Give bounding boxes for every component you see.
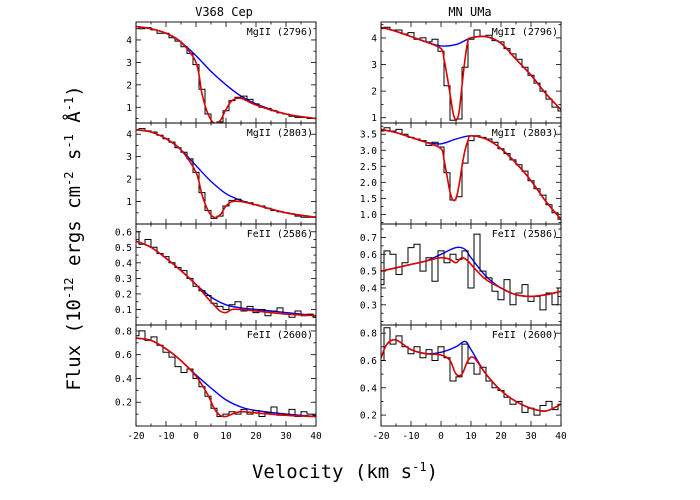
panel-series — [381, 26, 561, 122]
x-tick-label: -20 — [372, 431, 389, 442]
panel-4: 1 2 3 4 MgII (2796) — [371, 21, 562, 124]
model-fit-line — [136, 337, 316, 418]
intrinsic-profile-line — [136, 25, 316, 120]
y-tick-label: 0.2 — [115, 398, 132, 409]
panel-series — [381, 233, 561, 311]
panel-series — [136, 231, 316, 318]
y-tick-label: 0.6 — [115, 350, 132, 361]
column-title-left: V368 Cep — [195, 5, 253, 19]
y-tick-label: 3.5 — [360, 130, 377, 141]
x-tick-label: 20 — [495, 431, 507, 442]
x-tick-label: 40 — [555, 431, 567, 442]
model-fit-line — [136, 25, 316, 123]
panel-5: 1.0 1.5 2.0 2.5 3.0 3.5 MgII (2803) — [360, 122, 562, 225]
y-tick-label: 0.4 — [115, 258, 132, 269]
panel-2: 0.1 0.2 0.3 0.4 0.5 0.6 FeII (2586) — [115, 223, 317, 326]
y-tick-label: 4 — [126, 35, 132, 46]
y-tick-label: 0.6 — [360, 250, 377, 261]
y-axis-title: Flux (10-12 ergs cm-2 s-1 Å-1) — [62, 85, 85, 390]
panel-frame — [135, 324, 317, 427]
y-tick-label: 0.4 — [115, 374, 132, 385]
panel-line-label: MgII (2803) — [247, 128, 313, 139]
x-tick-label: -10 — [402, 431, 419, 442]
panel-line-label: FeII (2600) — [492, 330, 558, 341]
y-tick-label: 0.6 — [115, 227, 132, 238]
model-fit-line — [381, 26, 561, 122]
y-tick-label: 3 — [126, 58, 132, 69]
observed-spectrum-line — [381, 26, 561, 121]
model-fit-line — [381, 338, 561, 412]
panel-line-label: FeII (2600) — [247, 330, 313, 341]
panel-line-label: FeII (2586) — [247, 229, 313, 240]
y-tick-label: 0.3 — [115, 274, 132, 285]
y-tick-label: 2 — [371, 87, 377, 98]
y-tick-label: 3 — [371, 60, 377, 71]
y-tick-label: 2.5 — [360, 162, 377, 173]
y-tick-label: 4 — [371, 33, 377, 44]
x-tick-label: 10 — [465, 431, 477, 442]
column-title-right: MN UMa — [448, 5, 491, 19]
y-tick-label: 1 — [126, 197, 132, 208]
model-fit-line — [381, 128, 561, 220]
y-tick-label: 0.2 — [360, 411, 377, 422]
x-tick-label: -20 — [127, 431, 144, 442]
y-tick-label: 0.2 — [115, 289, 132, 300]
model-fit-line — [136, 128, 316, 219]
x-tick-label: 40 — [310, 431, 322, 442]
y-tick-label: 0.8 — [115, 326, 132, 337]
model-fit-line — [381, 256, 561, 298]
panel-series — [381, 127, 561, 220]
y-tick-label: 0.1 — [115, 305, 132, 316]
panel-7: 0.2 0.4 0.6 0.8 -20 -10 0 10 20 30 40 FeII (2600) — [360, 324, 567, 442]
observed-spectrum-line — [381, 127, 561, 220]
observed-spectrum-line — [381, 233, 561, 311]
model-fit-line — [136, 240, 316, 317]
y-tick-label: 2.0 — [360, 178, 377, 189]
x-tick-label: 0 — [438, 431, 444, 442]
intrinsic-profile-line — [136, 240, 316, 317]
x-tick-label: 0 — [193, 431, 199, 442]
panel-6: 0.3 0.4 0.5 0.6 0.7 FeII (2586) — [360, 223, 562, 326]
x-tick-label: -10 — [157, 431, 174, 442]
panel-0: 1 2 3 4 MgII (2796) — [126, 21, 317, 124]
x-tick-label: 20 — [250, 431, 262, 442]
panel-line-label: MgII (2796) — [247, 27, 313, 38]
y-tick-label: 3.0 — [360, 146, 377, 157]
y-tick-label: 0.7 — [360, 233, 377, 244]
panel-line-label: FeII (2586) — [492, 229, 558, 240]
y-tick-label: 3 — [126, 152, 132, 163]
panel-line-label: MgII (2803) — [492, 128, 558, 139]
panel-frame — [380, 324, 562, 427]
y-tick-label: 0.5 — [115, 243, 132, 254]
x-tick-label: 30 — [280, 431, 292, 442]
y-tick-label: 2 — [126, 80, 132, 91]
y-tick-label: 1.5 — [360, 194, 377, 205]
intrinsic-profile-line — [381, 128, 561, 220]
panel-3: 0.2 0.4 0.6 0.8 -20 -10 0 10 20 30 40 FeII (2600) — [115, 324, 322, 442]
panel-series — [136, 128, 316, 219]
y-tick-label: 1 — [371, 113, 377, 124]
x-tick-label: 30 — [525, 431, 537, 442]
y-tick-label: 0.5 — [360, 267, 377, 278]
x-axis-title: Velocity (km s-1) — [252, 460, 438, 483]
y-tick-label: 0.4 — [360, 283, 377, 294]
y-tick-label: 0.8 — [360, 329, 377, 340]
intrinsic-profile-line — [136, 129, 316, 218]
panel-series — [136, 25, 316, 123]
y-tick-label: 4 — [126, 130, 132, 141]
y-tick-label: 0.3 — [360, 300, 377, 311]
y-tick-label: 1 — [126, 103, 132, 114]
panel-series — [136, 330, 316, 418]
y-tick-label: 1.0 — [360, 210, 377, 221]
panel-line-label: MgII (2796) — [492, 27, 558, 38]
x-tick-label: 10 — [220, 431, 232, 442]
panel-1: 1 2 3 4 MgII (2803) — [126, 122, 317, 225]
y-tick-label: 2 — [126, 175, 132, 186]
panel-series — [381, 327, 561, 416]
y-tick-label: 0.6 — [360, 356, 377, 367]
observed-spectrum-line — [136, 330, 316, 417]
y-tick-label: 0.4 — [360, 383, 377, 394]
